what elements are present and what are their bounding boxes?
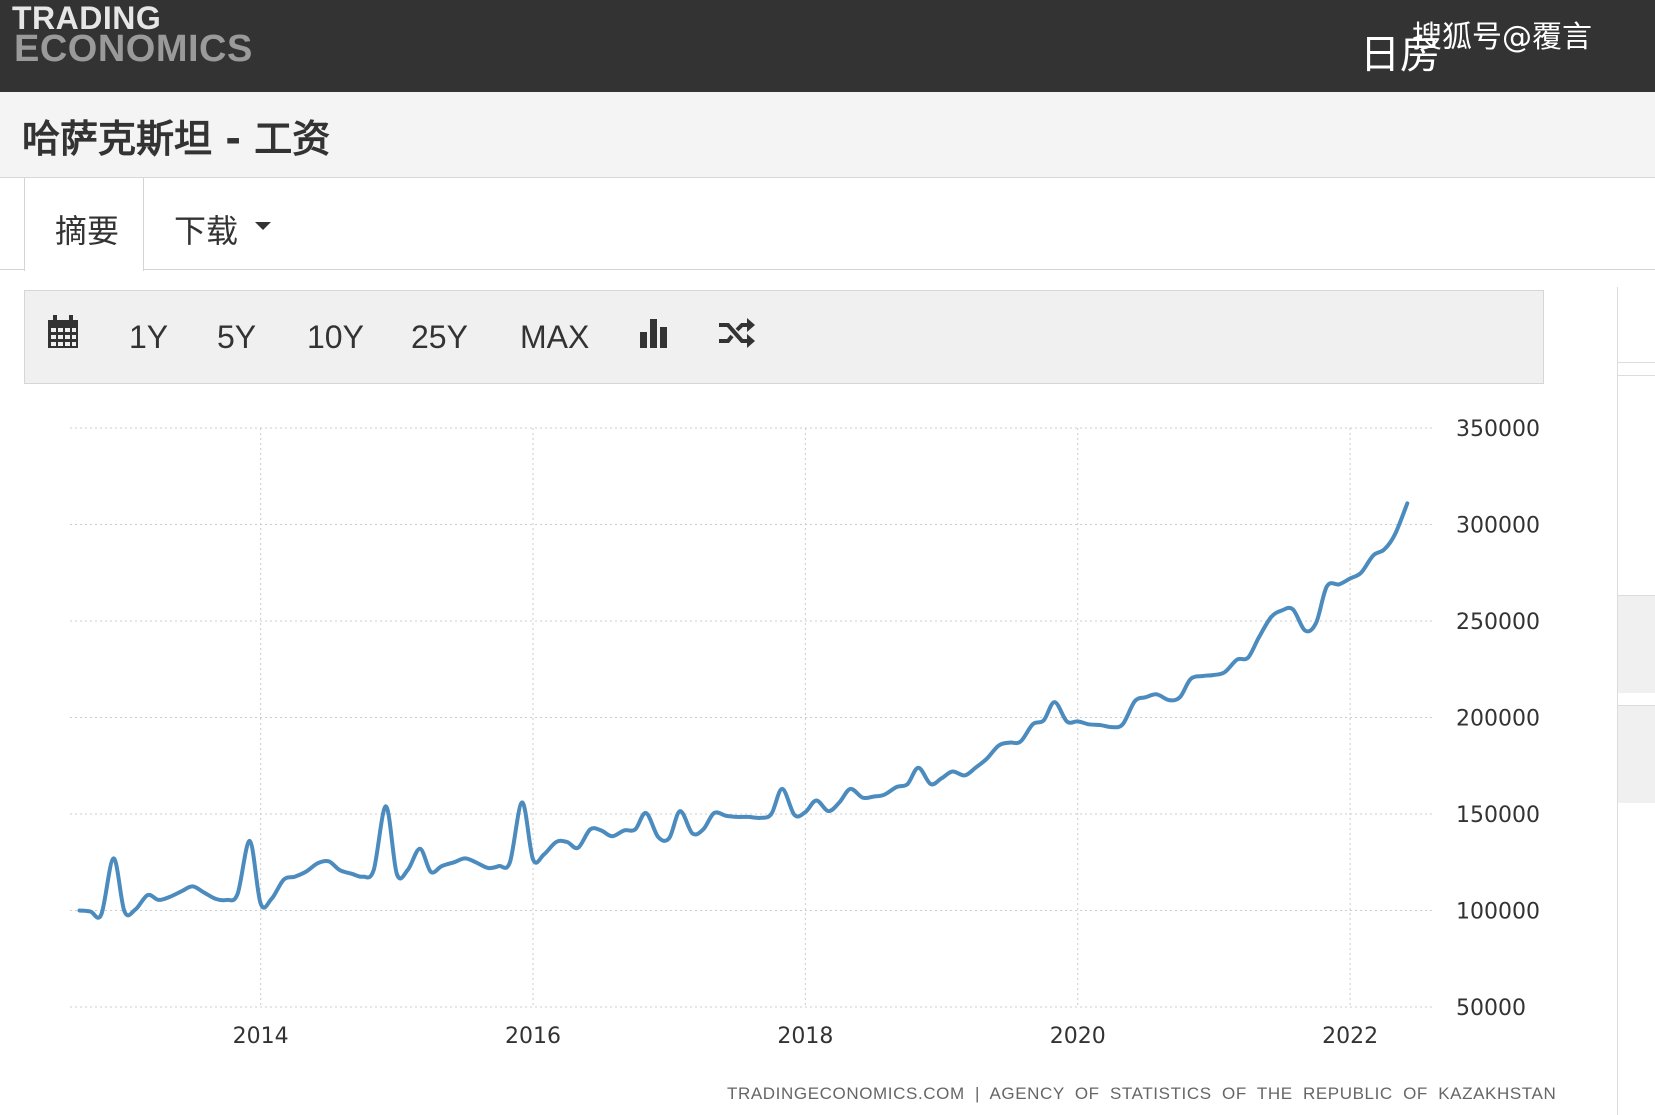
x-tick-label: 2018 — [777, 1024, 833, 1049]
side-panel-card — [1618, 595, 1655, 693]
range-1y-button[interactable]: 1Y — [129, 319, 169, 355]
line-chart: 350000 300000 250000 200000 150000 100000 5000… — [70, 417, 1540, 1049]
tab-bar: 摘要 下载 — [0, 178, 1655, 271]
tab-download[interactable]: 下载 — [174, 212, 239, 250]
calendar-icon[interactable] — [47, 315, 79, 349]
chart-toolbar: 1Y 5Y 10Y 25Y MAX — [24, 290, 1544, 384]
bar-chart-icon[interactable] — [639, 317, 671, 349]
chart-grid — [70, 427, 1435, 1008]
y-tick-label: 150000 — [1456, 803, 1540, 828]
side-panel — [1617, 287, 1655, 1115]
y-tick-label: 200000 — [1456, 707, 1540, 732]
x-tick-label: 2016 — [505, 1024, 561, 1049]
tab-summary[interactable]: 摘要 — [24, 178, 144, 271]
shuffle-icon[interactable] — [717, 317, 757, 349]
x-tick-label: 2020 — [1050, 1024, 1106, 1049]
y-tick-label: 250000 — [1456, 610, 1540, 635]
x-tick-label: 2014 — [233, 1024, 289, 1049]
side-panel-card — [1618, 705, 1655, 803]
range-25y-button[interactable]: 25Y — [411, 319, 468, 355]
watermark: 搜狐号@覆言 — [1412, 20, 1592, 55]
page-title: 哈萨克斯坦 - 工资 — [22, 117, 331, 161]
range-10y-button[interactable]: 10Y — [307, 319, 364, 355]
tab-summary-label: 摘要 — [55, 212, 120, 250]
y-tick-label: 350000 — [1456, 417, 1540, 442]
range-max-button[interactable]: MAX — [520, 319, 590, 355]
series-line — [77, 501, 1410, 920]
x-tick-label: 2022 — [1322, 1024, 1378, 1049]
chart-ticks: 350000 300000 250000 200000 150000 100000 5000… — [233, 417, 1540, 1049]
watermark-sub-text: 日房 — [1360, 32, 1440, 78]
title-bar: 哈萨克斯坦 - 工资 — [0, 92, 1655, 178]
range-5y-button[interactable]: 5Y — [217, 319, 257, 355]
chevron-down-icon[interactable] — [255, 222, 271, 230]
y-tick-label: 50000 — [1456, 996, 1526, 1021]
top-bar: TRADING ECONOMICS 日房 搜狐号@覆言 — [0, 0, 1655, 92]
y-tick-label: 100000 — [1456, 900, 1540, 925]
side-panel-divider — [1618, 362, 1655, 363]
logo-line-1[interactable]: TRADING — [12, 0, 162, 36]
source-attribution: TRADINGECONOMICS.COM | AGENCY OF STATIST… — [727, 1084, 1557, 1103]
logo-line-2[interactable]: ECONOMICS — [14, 28, 253, 70]
y-tick-label: 300000 — [1456, 514, 1540, 539]
